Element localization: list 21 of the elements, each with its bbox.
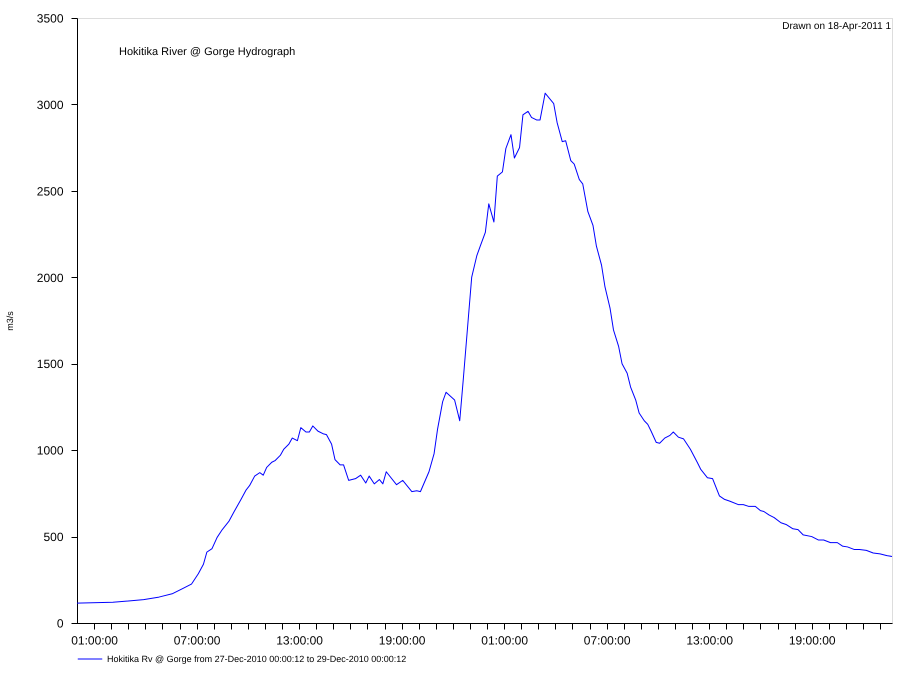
x-tick-label: 19:00:00 <box>788 634 836 648</box>
y-tick-label: 1000 <box>36 444 64 458</box>
y-tick-label: 3500 <box>36 12 64 26</box>
annotation: Drawn on 18-Apr-2011 1 <box>782 21 892 32</box>
legend-label: Hokitika Rv @ Gorge from 27-Dec-2010 00:00:12 to 29-Dec-2010 00:00:12 <box>107 654 406 664</box>
y-tick-label: 500 <box>43 530 64 544</box>
x-tick-label: 19:00:00 <box>378 634 426 648</box>
y-tick-label: 1500 <box>36 357 64 372</box>
x-tick-label: 07:00:00 <box>174 634 221 648</box>
x-tick-label: 13:00:00 <box>686 634 734 648</box>
x-tick-label: 01:00:00 <box>71 634 118 648</box>
text: Hokitika River @ Gorge Hydrograph <box>119 46 296 58</box>
y-tick-label: 2000 <box>36 270 64 285</box>
y-tick-label: 3000 <box>36 98 64 112</box>
x-tick-label: 13:00:00 <box>276 634 324 648</box>
y-tick-label: 2500 <box>36 184 64 198</box>
x-tick-label: 07:00:00 <box>584 634 631 648</box>
x-tick-label: 01:00:00 <box>481 634 528 648</box>
line-series <box>76 92 892 604</box>
y-axis-title: m3/s <box>4 310 15 331</box>
y-tick-label: 0 <box>56 616 64 630</box>
